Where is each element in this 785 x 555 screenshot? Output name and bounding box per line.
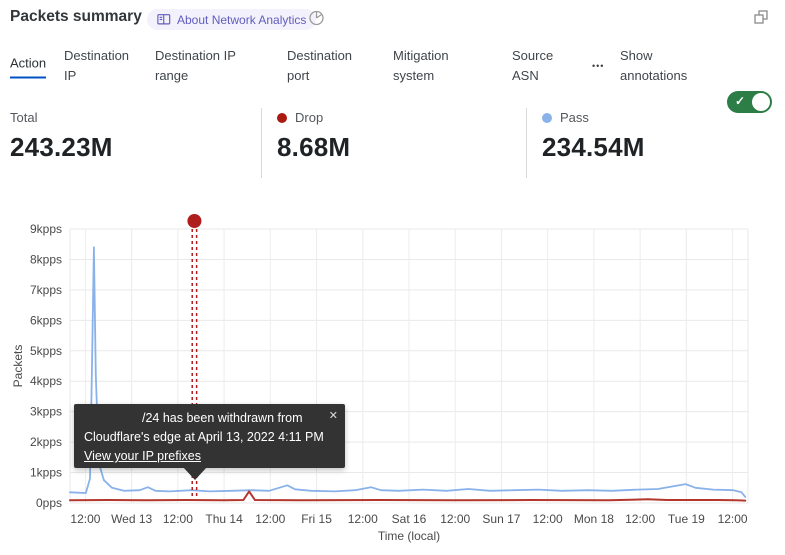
- x-tick-label: 12:00: [440, 512, 470, 526]
- y-tick-label: 3kpps: [30, 405, 62, 419]
- x-axis-title: Time (local): [377, 529, 441, 543]
- expand-panel-icon[interactable]: [752, 8, 770, 31]
- x-tick-label: 12:00: [348, 512, 378, 526]
- x-tick-label: Sun 17: [482, 512, 520, 526]
- y-tick-label: 8kpps: [30, 252, 62, 266]
- pass-line: [69, 246, 747, 498]
- stats-divider: [261, 108, 262, 178]
- y-tick-label: 4kpps: [30, 374, 62, 388]
- y-tick-label: 9kpps: [30, 222, 62, 236]
- y-tick-label: 2kpps: [30, 435, 62, 449]
- stat-pass: Pass 234.54M: [542, 110, 645, 163]
- book-icon: [157, 13, 171, 26]
- annotation-tooltip: /24 has been withdrawn from Cloudflare's…: [74, 404, 345, 480]
- drop-legend-dot: [277, 112, 287, 123]
- close-icon[interactable]: ✕: [328, 410, 338, 422]
- tooltip-line1: /24 has been withdrawn from: [142, 411, 303, 425]
- x-tick-label: Mon 18: [574, 512, 614, 526]
- page-title: Packets summary: [10, 8, 142, 25]
- toggle-knob: [752, 93, 770, 111]
- x-tick-label: 12:00: [163, 512, 193, 526]
- y-tick-label: 7kpps: [30, 283, 62, 297]
- tab-action[interactable]: Action: [10, 54, 47, 79]
- x-tick-label: Wed 13: [111, 512, 152, 526]
- y-tick-label: 5kpps: [30, 344, 62, 358]
- annotation-marker-dot[interactable]: [187, 214, 202, 228]
- packets-time-series-chart: 9kpps 8kpps 7kpps 6kpps 5kpps 4kpps 3kpps 2kpps…: [30, 214, 749, 526]
- tab-destination-ip[interactable]: Destination IP: [64, 48, 130, 83]
- show-annotations-label: Show annotations: [620, 48, 688, 83]
- x-tick-label: Thu 14: [205, 512, 243, 526]
- stat-drop: Drop 8.68M: [277, 110, 350, 163]
- stat-total-label: Total: [10, 110, 38, 125]
- x-tick-label: Sat 16: [392, 512, 427, 526]
- dimension-tabs: Action Destination IP Destination IP ran…: [0, 40, 785, 113]
- y-tick-label: 6kpps: [30, 313, 62, 327]
- show-annotations-toggle[interactable]: ✓: [727, 91, 772, 113]
- x-tick-label: 12:00: [625, 512, 655, 526]
- x-tick-label: 12:00: [718, 512, 748, 526]
- pass-legend-dot: [542, 112, 552, 123]
- about-network-analytics-badge[interactable]: About Network Analytics: [147, 9, 317, 30]
- tab-destination-ip-range[interactable]: Destination IP range: [155, 48, 236, 83]
- stat-total: Total 243.23M: [10, 110, 113, 163]
- stat-pass-label: Pass: [560, 110, 589, 125]
- more-tabs-icon[interactable]: •••: [592, 61, 605, 71]
- x-tick-label: Fri 15: [301, 512, 332, 526]
- stat-total-value: 243.23M: [10, 132, 113, 162]
- tab-source-asn[interactable]: Source ASN: [512, 48, 554, 83]
- tooltip-line2: Cloudflare's edge at April 13, 2022 4:11…: [84, 430, 324, 444]
- x-tick-label: Tue 19: [668, 512, 705, 526]
- summary-stats: Total 243.23M Drop 8.68M Pass 234.54M: [0, 106, 785, 180]
- tab-destination-port[interactable]: Destination port: [287, 48, 353, 83]
- stat-pass-value: 234.54M: [542, 132, 645, 162]
- drop-line: [69, 490, 747, 502]
- stat-drop-label: Drop: [295, 110, 324, 125]
- tooltip-caret: [183, 467, 207, 480]
- x-tick-label: 12:00: [255, 512, 285, 526]
- stat-drop-value: 8.68M: [277, 132, 351, 162]
- time-window-icon[interactable]: [308, 9, 325, 31]
- tab-mitigation-system[interactable]: Mitigation system: [393, 48, 449, 83]
- stats-divider: [526, 108, 527, 178]
- y-tick-label: 0pps: [36, 496, 62, 510]
- x-tick-label: 12:00: [533, 512, 563, 526]
- x-tick-label: 12:00: [70, 512, 100, 526]
- y-tick-label: 1kpps: [30, 466, 62, 480]
- check-icon: ✓: [735, 94, 746, 108]
- badge-label: About Network Analytics: [177, 12, 307, 27]
- view-ip-prefixes-link[interactable]: View your IP prefixes: [84, 449, 201, 463]
